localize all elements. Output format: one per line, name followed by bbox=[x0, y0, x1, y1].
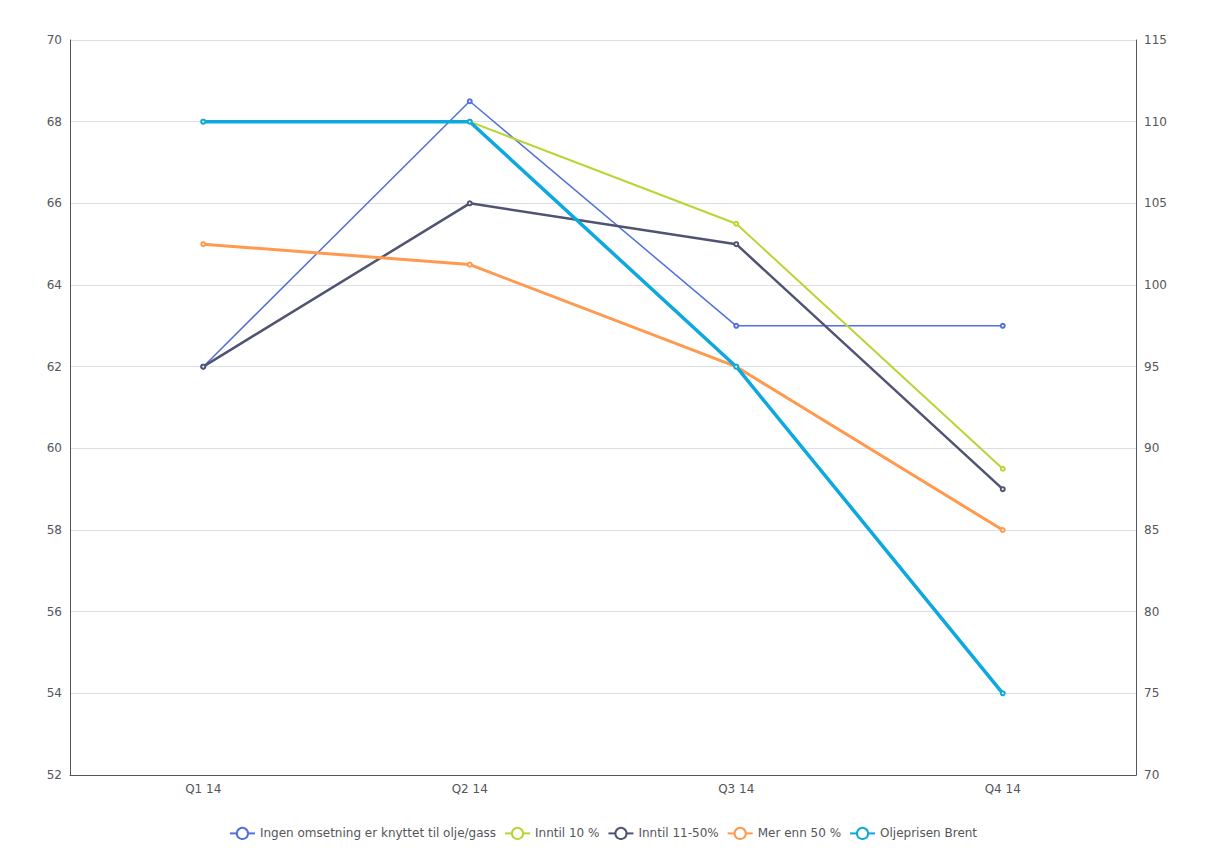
svg-text:70: 70 bbox=[47, 33, 62, 47]
svg-text:Mer enn 50 %: Mer enn 50 % bbox=[758, 826, 841, 840]
svg-text:75: 75 bbox=[1144, 686, 1159, 700]
svg-text:66: 66 bbox=[47, 196, 62, 210]
svg-text:58: 58 bbox=[47, 523, 62, 537]
svg-text:54: 54 bbox=[47, 686, 62, 700]
svg-text:Q4 14: Q4 14 bbox=[985, 782, 1021, 796]
svg-text:Q2 14: Q2 14 bbox=[452, 782, 488, 796]
svg-text:90: 90 bbox=[1144, 441, 1159, 455]
svg-text:56: 56 bbox=[47, 605, 62, 619]
svg-text:68: 68 bbox=[47, 115, 62, 129]
svg-text:95: 95 bbox=[1144, 360, 1159, 374]
svg-text:64: 64 bbox=[47, 278, 62, 292]
svg-text:62: 62 bbox=[47, 360, 62, 374]
svg-text:Q1 14: Q1 14 bbox=[185, 782, 221, 796]
svg-text:110: 110 bbox=[1144, 115, 1167, 129]
svg-text:80: 80 bbox=[1144, 605, 1159, 619]
svg-text:105: 105 bbox=[1144, 196, 1167, 210]
svg-text:Q3 14: Q3 14 bbox=[718, 782, 754, 796]
svg-text:85: 85 bbox=[1144, 523, 1159, 537]
svg-text:Oljeprisen Brent: Oljeprisen Brent bbox=[880, 826, 977, 840]
svg-text:Inntil 11-50%: Inntil 11-50% bbox=[638, 826, 718, 840]
svg-text:52: 52 bbox=[47, 768, 62, 782]
svg-text:Ingen omsetning er knyttet til: Ingen omsetning er knyttet til olje/gass bbox=[260, 826, 496, 840]
svg-text:70: 70 bbox=[1144, 768, 1159, 782]
svg-text:115: 115 bbox=[1144, 33, 1167, 47]
svg-text:100: 100 bbox=[1144, 278, 1167, 292]
svg-text:60: 60 bbox=[47, 441, 62, 455]
svg-text:Inntil 10 %: Inntil 10 % bbox=[535, 826, 599, 840]
